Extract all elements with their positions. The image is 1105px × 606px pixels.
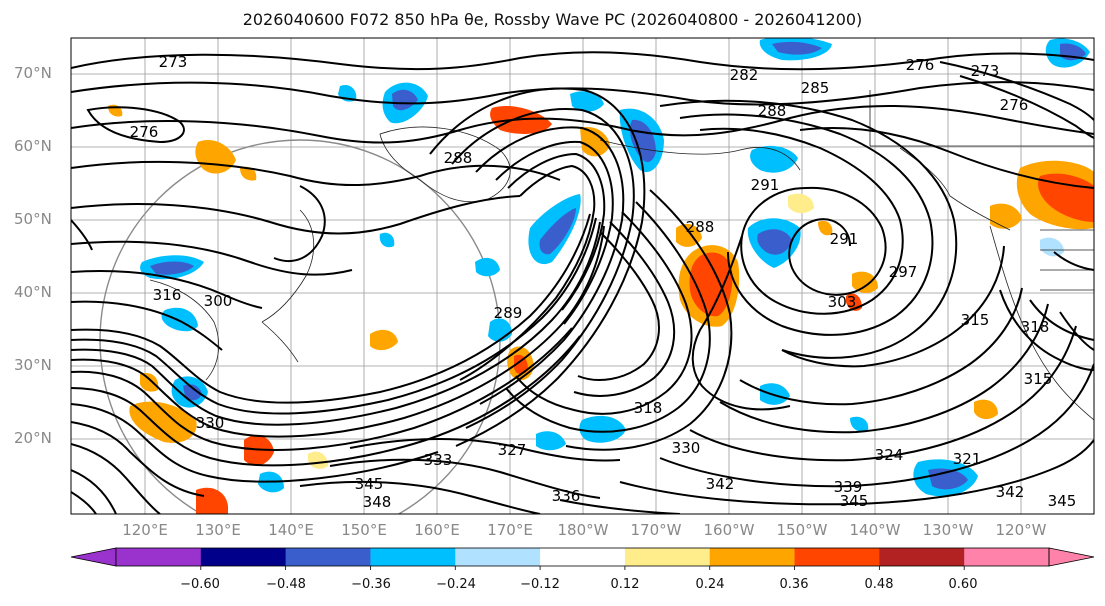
contour-label: 345 (355, 475, 384, 493)
contour-label: 300 (204, 292, 233, 310)
contour-label: 342 (706, 475, 735, 493)
contour-label: 315 (1024, 370, 1053, 388)
contour-label: 330 (196, 414, 225, 432)
colorbar-tick: −0.48 (266, 577, 306, 592)
lon-label: 160°W (703, 521, 755, 539)
lat-label-30n: 30°N (14, 356, 52, 374)
lat-label-20n: 20°N (14, 429, 52, 447)
contour-label: 282 (730, 66, 759, 84)
lon-label: 160°E (414, 521, 460, 539)
colorbar-segment (624, 548, 711, 566)
negative-shading (140, 38, 1090, 497)
colorbar-segment (540, 548, 626, 566)
contour-label: 348 (363, 493, 392, 511)
colorbar-segment (709, 548, 796, 566)
contour-label: 342 (996, 483, 1025, 501)
contour-label: 333 (424, 451, 453, 469)
contour-label: 324 (875, 446, 904, 464)
map-frame (70, 37, 1095, 515)
contour-label: 321 (953, 450, 982, 468)
colorbar-tick: −0.60 (180, 577, 220, 592)
contour-label: 318 (634, 399, 663, 417)
lon-label: 140°E (268, 521, 314, 539)
lon-label: 130°E (195, 521, 241, 539)
lon-label: 140°W (849, 521, 901, 539)
colorbar-tick: 0.48 (864, 577, 894, 592)
contour-label: 336 (552, 487, 581, 505)
colorbar-segment (116, 548, 202, 566)
colorbar-frame (115, 547, 1050, 567)
contour-label: 303 (828, 293, 857, 311)
contour-label: 288 (444, 149, 473, 167)
contour-label: 316 (153, 286, 182, 304)
contour-labels: 276 273 282 285 288 276 273 276 288 288 … (130, 53, 1077, 511)
colorbar-tick: 0.60 (948, 577, 978, 592)
contour-label: 345 (1048, 492, 1077, 510)
lat-label-60n: 60°N (14, 137, 52, 155)
contour-label: 276 (130, 123, 159, 141)
contour-label: 297 (889, 263, 918, 281)
colorbar-segment (370, 548, 456, 566)
contour-label: 318 (1021, 318, 1050, 336)
colorbar-segment (455, 548, 541, 566)
contour-label: 327 (498, 441, 527, 459)
lon-label: 130°W (922, 521, 974, 539)
lat-label-40n: 40°N (14, 283, 52, 301)
lon-label: 120°W (995, 521, 1047, 539)
colorbar-segment (200, 548, 287, 566)
contour-label: 291 (751, 176, 780, 194)
colorbar-segment (794, 548, 880, 566)
lon-label: 150°W (776, 521, 828, 539)
contour-label: 291 (830, 230, 859, 248)
colorbar-extend-low (70, 547, 117, 567)
lat-label-70n: 70°N (14, 64, 52, 82)
contour-label: 273 (971, 62, 1000, 80)
contour-label: 285 (801, 79, 830, 97)
contour-label: 276 (1000, 96, 1029, 114)
contour-label: 289 (494, 304, 523, 322)
colorbar-segment (879, 548, 965, 566)
colorbar (70, 547, 1095, 570)
colorbar-tick: 0.36 (779, 577, 809, 592)
lon-label: 120°E (122, 521, 168, 539)
contour-label: 288 (758, 102, 787, 120)
colorbar-tick: −0.24 (436, 577, 476, 592)
contour-label: 315 (961, 311, 990, 329)
contours (71, 51, 1094, 514)
lon-label: 170°W (630, 521, 682, 539)
lon-label: 150°E (341, 521, 387, 539)
colorbar-tick: −0.36 (351, 577, 391, 592)
lon-label: 180°W (557, 521, 609, 539)
colorbar-tick: 0.12 (610, 577, 640, 592)
colorbar-segment (285, 548, 371, 566)
colorbar-segment (964, 548, 1050, 566)
lon-label: 170°E (487, 521, 533, 539)
colorbar-tick: 0.24 (695, 577, 725, 592)
contour-label: 273 (159, 53, 188, 71)
map-panel: 276 273 282 285 288 276 273 276 288 288 … (71, 38, 1094, 514)
contour-label: 345 (840, 492, 869, 510)
contour-label: 339 (834, 478, 863, 496)
lat-label-50n: 50°N (14, 210, 52, 228)
colorbar-extend-high (1048, 547, 1095, 567)
contour-label: 276 (906, 56, 935, 74)
map-title: 2026040600 F072 850 hPa θe, Rossby Wave … (242, 10, 863, 29)
contour-label: 288 (686, 218, 715, 236)
colorbar-tick: −0.12 (520, 577, 560, 592)
contour-label: 330 (672, 439, 701, 457)
